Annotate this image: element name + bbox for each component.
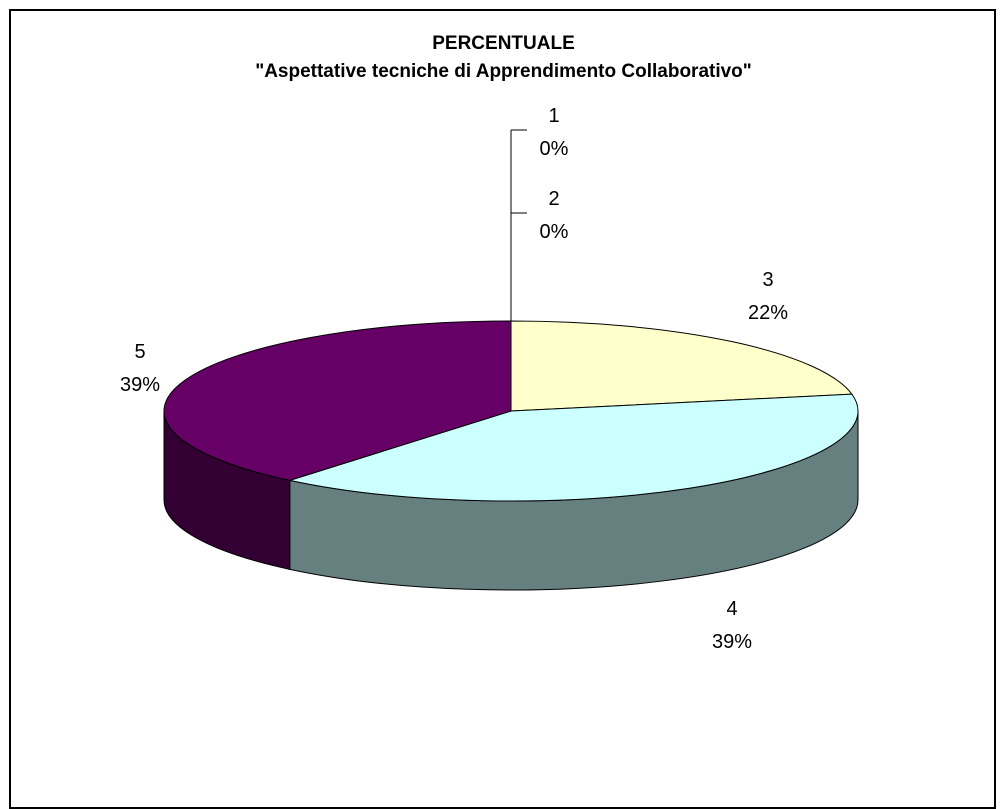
pie-slice-5 <box>163 320 512 481</box>
slice-label-4: 4 <box>726 598 737 620</box>
pie-slice-3 <box>510 320 853 412</box>
chart-subtitle: "Aspettative tecniche di Apprendimento C… <box>255 61 752 82</box>
slice-value-3: 22% <box>748 302 788 324</box>
pie-leaders <box>510 129 527 322</box>
slice-value-5: 39% <box>120 374 160 396</box>
slice-label-1: 1 <box>548 105 559 127</box>
slice-label-2: 2 <box>548 188 559 210</box>
chart-title-block: PERCENTUALE "Aspettative tecniche di App… <box>0 30 1007 86</box>
pie-slice-4 <box>287 393 859 502</box>
slice-value-1: 0% <box>540 138 569 160</box>
pie-labels: 1 0% 2 0% 3 22% 4 39% 5 39% <box>120 105 788 653</box>
slice-value-2: 0% <box>540 221 569 243</box>
chart-title: PERCENTUALE <box>432 33 575 54</box>
slice-label-5: 5 <box>134 341 145 363</box>
slice-value-4: 39% <box>712 631 752 653</box>
slice-label-3: 3 <box>762 269 773 291</box>
pie-tops <box>163 320 859 502</box>
